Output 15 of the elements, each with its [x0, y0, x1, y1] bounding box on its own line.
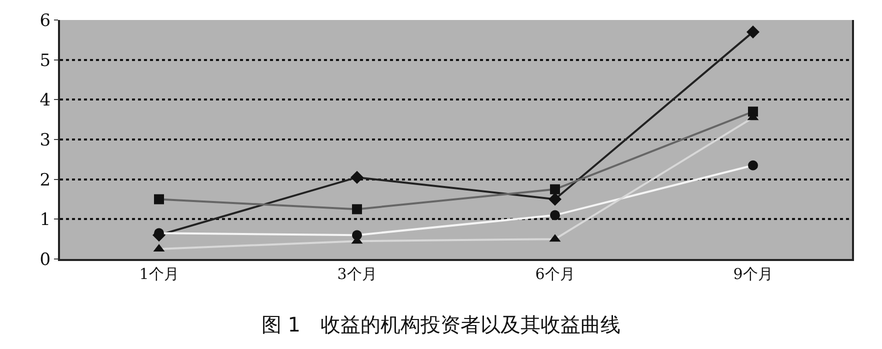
point: [350, 170, 364, 184]
point: [548, 192, 562, 206]
x-tick-label: 6个月: [535, 265, 575, 283]
y-tick-label: 0: [40, 250, 51, 270]
y-tick-label: 1: [40, 210, 51, 230]
x-tick-label: 1个月: [139, 265, 179, 283]
y-tick-label: 4: [40, 90, 51, 111]
y-tick-label: 6: [40, 10, 51, 31]
x-tick-label: 9个月: [733, 265, 773, 283]
y-tick-label: 5: [40, 50, 51, 71]
text: 图 1 收益的机构投资者以及其收益曲线: [261, 312, 621, 337]
x-tick-label: 3个月: [337, 265, 377, 283]
y-tick-label: 2: [40, 170, 51, 190]
y-tick-label: 3: [40, 130, 51, 150]
point: [746, 25, 760, 38]
